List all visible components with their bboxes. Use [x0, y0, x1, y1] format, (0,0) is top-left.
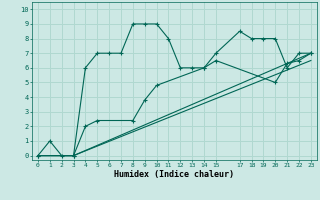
X-axis label: Humidex (Indice chaleur): Humidex (Indice chaleur)	[115, 170, 234, 179]
